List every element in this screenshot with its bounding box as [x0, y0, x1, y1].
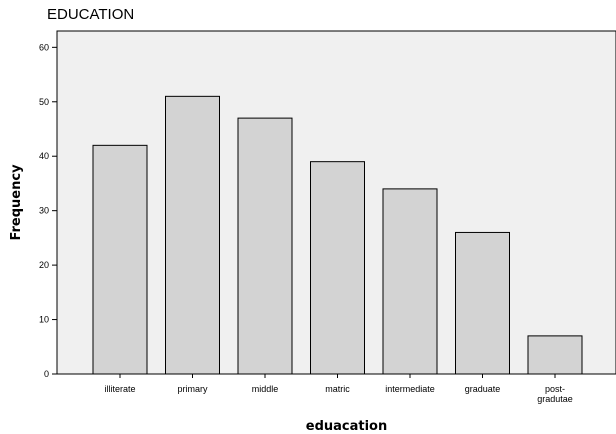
- y-tick-label: 50: [39, 97, 49, 107]
- bar-intermediate: [382, 188, 438, 375]
- y-axis-title: Frequency: [9, 164, 24, 241]
- bar-middle: [237, 117, 293, 375]
- x-tick-label: matric: [325, 384, 350, 394]
- bar-graduate: [455, 231, 510, 375]
- chart-title: EDUCATION: [47, 6, 135, 23]
- x-axis-title: eduacation: [306, 419, 388, 434]
- x-tick-label: post-gradutae: [537, 384, 573, 404]
- x-axis: illiterate primary middle matric intermediat…: [57, 373, 616, 404]
- y-tick-label: 20: [39, 260, 49, 270]
- x-tick-label: middle: [252, 384, 279, 394]
- y-tick-label: 40: [39, 151, 49, 161]
- x-tick-label: illiterate: [104, 384, 135, 394]
- y-tick-label: 0: [44, 369, 49, 379]
- bar-postgradutae: [527, 335, 583, 375]
- bar-matric: [310, 161, 365, 375]
- y-tick-label: 10: [39, 315, 49, 325]
- x-tick-label: graduate: [465, 384, 501, 394]
- y-tick-label: 30: [39, 206, 49, 216]
- x-tick-label: intermediate: [385, 384, 435, 394]
- bar-illiterate: [92, 144, 148, 375]
- y-tick-label: 60: [39, 42, 49, 52]
- y-axis: 0 10 20 30 40 50 60: [39, 31, 58, 379]
- x-tick-label: primary: [177, 384, 208, 394]
- bar-primary: [165, 95, 220, 375]
